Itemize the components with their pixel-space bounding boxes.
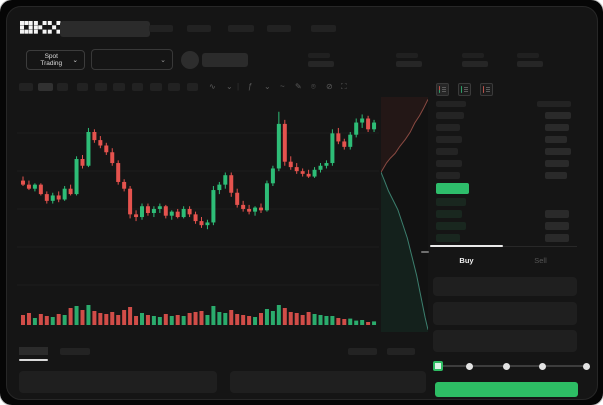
bottom-action-placeholder[interactable] [387, 348, 415, 355]
market-mode-label: Spot Trading [40, 53, 63, 67]
last-price-bar[interactable] [436, 183, 469, 194]
ask-row-amount-0[interactable] [545, 112, 571, 119]
stat-value-0 [308, 61, 334, 67]
ask-row-amount-1[interactable] [545, 124, 569, 131]
orderbook-amount-header [537, 101, 571, 107]
candlestick-chart[interactable] [17, 95, 379, 340]
bottom-action-placeholder[interactable] [348, 348, 377, 355]
orderbook-combined-icon[interactable] [436, 83, 449, 96]
ask-row-price-0[interactable] [436, 112, 464, 119]
bid-row-price-0[interactable] [436, 198, 466, 206]
stat-value-2 [462, 61, 488, 67]
timeframe-button-4[interactable] [95, 83, 107, 91]
pair-name-placeholder [202, 53, 248, 67]
edit-icon[interactable]: ✎ [295, 82, 302, 91]
total-field[interactable] [433, 330, 577, 352]
ask-row-price-1[interactable] [436, 124, 460, 131]
ask-row-price-3[interactable] [436, 148, 458, 155]
stat-value-1 [396, 61, 422, 67]
amount-slider-track[interactable] [440, 365, 586, 367]
chevron-down-icon: ⌄ [160, 56, 166, 64]
nav-item-0[interactable] [149, 25, 173, 32]
depth-chart [381, 97, 428, 332]
hide-icon[interactable]: ⊘ [326, 82, 333, 91]
tab-buy[interactable]: Buy [430, 252, 503, 268]
stat-value-3 [517, 61, 543, 67]
chevron-down-icon: ⌄ [72, 57, 78, 64]
orderbook-asks-icon-swatch [483, 86, 484, 93]
bid-row-price-1[interactable] [436, 210, 462, 218]
bottom-panel [19, 371, 217, 393]
chevron-down-icon[interactable]: ⌄ [264, 82, 271, 91]
price-field[interactable] [433, 277, 577, 296]
indicators-icon[interactable]: ƒ [248, 82, 253, 91]
ask-row-amount-4[interactable] [545, 160, 569, 167]
orderbook-asks-icon[interactable] [480, 83, 493, 96]
current-price-marker [421, 251, 429, 253]
tab-sell[interactable]: Sell [504, 252, 577, 268]
timeframe-button-0[interactable] [19, 83, 33, 91]
ask-row-amount-3[interactable] [545, 148, 571, 155]
chevron-down-icon[interactable]: ⌄ [226, 82, 233, 91]
nav-item-4[interactable] [311, 25, 336, 32]
camera-icon[interactable]: ⌾ [311, 82, 316, 91]
timeframe-button-6[interactable] [132, 83, 143, 91]
buy-submit-button[interactable] [435, 382, 578, 397]
timeframe-button-7[interactable] [150, 83, 162, 91]
ask-row-amount-2[interactable] [545, 136, 567, 143]
bottom-panel [230, 371, 426, 393]
icon-lines [442, 87, 446, 92]
slider-handle[interactable] [433, 361, 443, 371]
icon-lines [486, 87, 490, 92]
nav-item-1[interactable] [187, 25, 211, 32]
nav-item-2[interactable] [228, 25, 254, 32]
coin-avatar [181, 51, 199, 69]
orderbook-price-header [436, 101, 466, 107]
bid-row-amount-1[interactable] [545, 210, 569, 218]
ask-row-price-4[interactable] [436, 160, 462, 167]
ask-row-amount-5[interactable] [545, 172, 567, 179]
bottom-tab[interactable] [60, 348, 90, 355]
bottom-tab-underline [19, 359, 48, 361]
slider-stop-1[interactable] [466, 363, 473, 370]
nav-item-3[interactable] [267, 25, 291, 32]
pair-selector[interactable]: ⌄ [91, 49, 173, 70]
slider-stop-2[interactable] [503, 363, 510, 370]
bid-row-price-3[interactable] [436, 234, 460, 242]
market-mode-selector[interactable]: Spot Trading ⌄ [26, 50, 85, 70]
stat-label-2 [462, 53, 484, 58]
amount-field[interactable] [433, 302, 577, 325]
divider: | [237, 82, 240, 91]
drawings-icon[interactable]: ~ [280, 82, 285, 91]
timeframe-button-2[interactable] [57, 83, 68, 91]
orderbook-combined-icon-swatch [439, 86, 440, 93]
bottom-tab-active[interactable] [19, 347, 48, 355]
timeframe-button-5[interactable] [113, 83, 125, 91]
tab-divider [430, 246, 577, 247]
orderbook-bids-icon[interactable] [458, 83, 471, 96]
icon-lines [464, 87, 468, 92]
okx-logo [20, 21, 61, 34]
bid-row-amount-3[interactable] [545, 234, 569, 242]
bid-row-price-2[interactable] [436, 222, 466, 230]
fullscreen-icon[interactable]: ⛶ [341, 82, 347, 91]
search-input[interactable] [60, 21, 150, 37]
orderbook-bids-icon-swatch [461, 86, 462, 93]
timeframe-button-1[interactable] [38, 83, 53, 91]
bid-row-amount-2[interactable] [545, 222, 569, 230]
timeframe-button-8[interactable] [168, 83, 180, 91]
ask-row-price-5[interactable] [436, 172, 460, 179]
timeframe-button-3[interactable] [77, 83, 88, 91]
slider-stop-4[interactable] [583, 363, 590, 370]
timeframe-button-9[interactable] [187, 83, 198, 91]
ask-row-price-2[interactable] [436, 136, 462, 143]
stat-label-0 [308, 53, 330, 58]
stat-label-3 [517, 53, 539, 58]
active-tab-indicator [430, 245, 503, 247]
slider-stop-3[interactable] [539, 363, 546, 370]
stat-label-1 [396, 53, 418, 58]
line-style-icon[interactable]: ∿ [209, 82, 216, 91]
